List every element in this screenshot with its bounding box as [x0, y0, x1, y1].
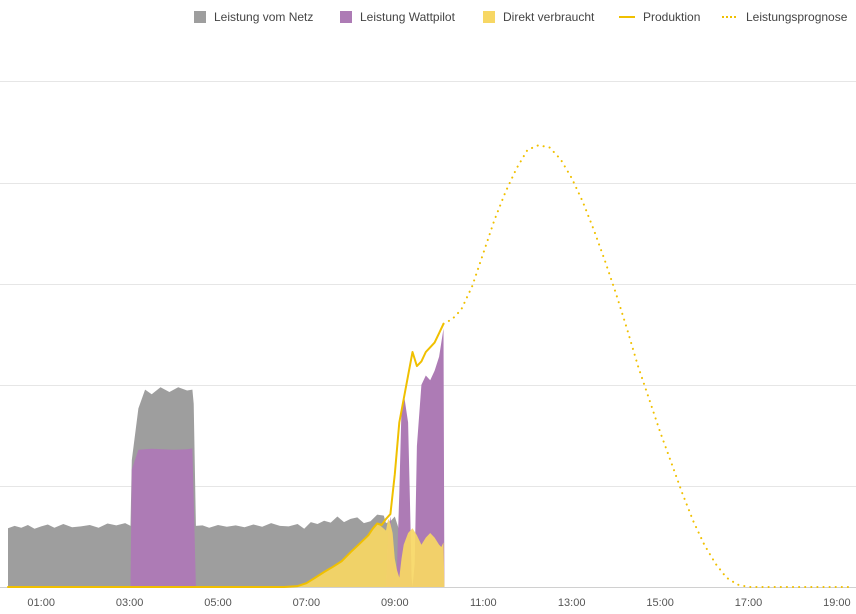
leistungsprognose-line	[442, 144, 849, 588]
x-tick-label: 09:00	[381, 597, 409, 609]
line-series	[7, 144, 849, 588]
legend-label: Leistung vom Netz	[214, 10, 314, 24]
x-tick-label: 17:00	[735, 597, 763, 609]
legend-marker	[722, 16, 736, 18]
x-tick-label: 11:00	[470, 597, 497, 609]
legend-item-leistungsprognose[interactable]: Leistungsprognose	[722, 10, 847, 24]
leistung-wattpilot-area	[130, 328, 445, 587]
legend-item-produktion[interactable]: Produktion	[619, 10, 700, 24]
x-tick-label: 03:00	[116, 597, 144, 609]
legend-item-leistung-vom-netz[interactable]: Leistung vom Netz	[194, 10, 313, 24]
legend-item-leistung-wattpilot[interactable]: Leistung Wattpilot	[340, 10, 455, 24]
legend-item-direkt-verbraucht[interactable]: Direkt verbraucht	[483, 10, 594, 24]
direkt-verbraucht-area	[284, 518, 445, 587]
legend-label: Direkt verbraucht	[503, 10, 595, 24]
x-tick-label: 13:00	[558, 597, 586, 609]
produktion-line	[7, 322, 445, 588]
x-tick-label: 07:00	[293, 597, 321, 609]
legend-marker	[194, 11, 206, 23]
chart-legend: Leistung vom Netz Leistung Wattpilot Direk…	[0, 8, 856, 28]
legend-marker	[340, 11, 352, 23]
area-series	[8, 328, 445, 587]
legend-marker	[483, 11, 495, 23]
legend-label: Produktion	[643, 10, 701, 24]
x-tick-label: 01:00	[27, 597, 55, 609]
x-tick-label: 15:00	[646, 597, 674, 609]
x-tick-label: 05:00	[204, 597, 232, 609]
leistung-vom-netz-area	[8, 387, 402, 587]
x-axis-ticks: 01:00 03:00 05:00 07:00 09:00 11:00 13:00 15:00…	[27, 597, 850, 609]
legend-marker	[619, 16, 635, 18]
legend-label: Leistung Wattpilot	[360, 10, 455, 24]
legend-label: Leistungsprognose	[746, 10, 848, 24]
x-tick-label: 19:00	[823, 597, 851, 609]
